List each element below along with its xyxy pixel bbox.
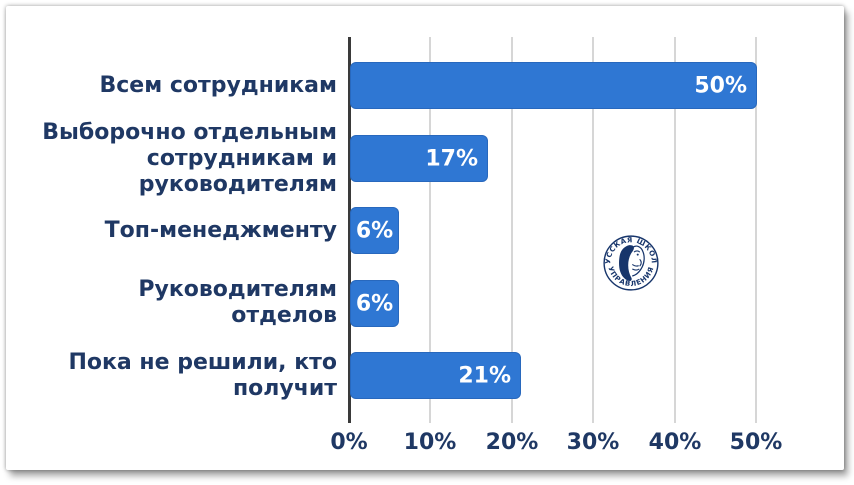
x-tick-40: 40% bbox=[648, 430, 702, 455]
gridline-10 bbox=[429, 37, 431, 423]
category-label-all-employees: Всем сотрудникам bbox=[99, 73, 337, 99]
logo-text-bottom: УПРАВЛЕНИЯ bbox=[606, 265, 655, 288]
bar-selected-employees: 17% bbox=[350, 135, 488, 182]
category-label-department-heads: Руководителям отделов bbox=[138, 277, 337, 328]
gridline-40 bbox=[674, 37, 676, 423]
category-label-top-management: Топ-менеджменту bbox=[104, 218, 337, 244]
y-axis-line bbox=[348, 37, 351, 423]
x-tick-50: 50% bbox=[729, 430, 783, 455]
rsu-lion-logo-watermark: · РУССКАЯ ШКОЛА · УПРАВЛЕНИЯ bbox=[603, 235, 659, 291]
category-label-undecided: Пока не решили, кто получит bbox=[68, 350, 337, 401]
lion-head-icon bbox=[619, 245, 645, 282]
bar-value-label: 50% bbox=[694, 73, 747, 98]
slide-card: Всем сотрудникам Выборочно отдельным сот… bbox=[6, 6, 844, 470]
bar-value-label: 6% bbox=[355, 218, 394, 243]
x-tick-20: 20% bbox=[485, 430, 539, 455]
bar-value-label: 6% bbox=[355, 291, 394, 316]
x-tick-0: 0% bbox=[330, 430, 368, 455]
category-label-selected-employees: Выборочно отдельным сотрудникам и руково… bbox=[42, 120, 337, 197]
bar-top-management: 6% bbox=[350, 207, 399, 254]
bar-undecided: 21% bbox=[350, 352, 521, 399]
gridline-50 bbox=[755, 37, 757, 423]
gridline-20 bbox=[511, 37, 513, 423]
bar-all-employees: 50% bbox=[350, 62, 757, 109]
bar-department-heads: 6% bbox=[350, 280, 399, 327]
x-tick-30: 30% bbox=[566, 430, 620, 455]
logo-outer-ring bbox=[603, 235, 659, 291]
bar-value-label: 17% bbox=[425, 146, 478, 171]
x-tick-10: 10% bbox=[403, 430, 457, 455]
gridline-30 bbox=[592, 37, 594, 423]
bar-value-label: 21% bbox=[458, 363, 511, 388]
